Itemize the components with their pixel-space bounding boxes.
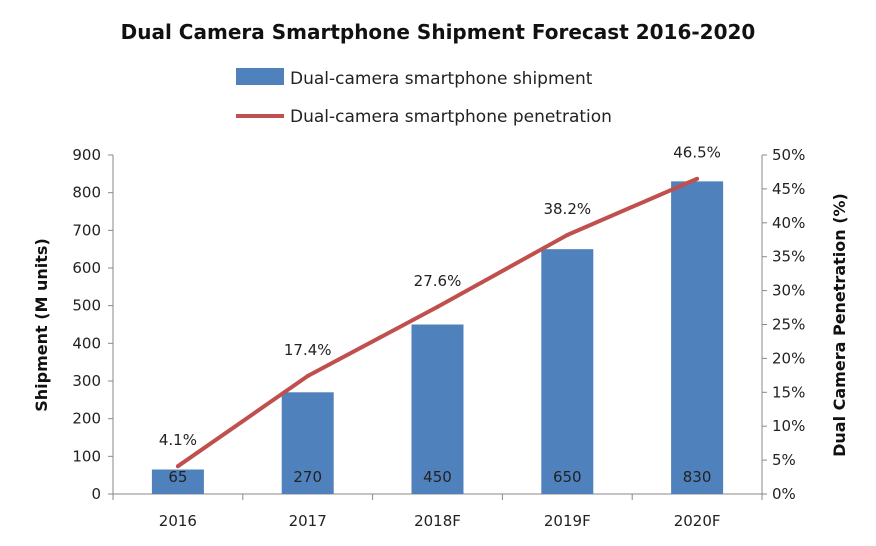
- x-tick-label: 2018F: [414, 512, 461, 530]
- y-tick-label-left: 0: [91, 485, 101, 503]
- y-tick-label-left: 900: [72, 146, 101, 164]
- y-tick-label-left: 800: [72, 184, 101, 202]
- line-data-label: 4.1%: [159, 431, 197, 449]
- y-tick-label-right: 10%: [772, 417, 805, 435]
- y-tick-label-right: 25%: [772, 316, 805, 334]
- right-ticks: 0% 5% 10% 15% 20% 25% 30% 35% 40% 45% 50%: [762, 146, 805, 503]
- y-tick-label-left: 500: [72, 297, 101, 315]
- y-tick-label-right: 15%: [772, 383, 805, 401]
- legend-label-penetration: Dual-camera smartphone penetration: [290, 107, 612, 127]
- y-tick-label-left: 400: [72, 334, 101, 352]
- legend-bar-swatch: [236, 68, 284, 85]
- bar-data-label: 450: [423, 468, 452, 486]
- line-data-label: 17.4%: [284, 341, 332, 359]
- y-tick-label-left: 100: [72, 447, 101, 465]
- x-tick-label: 2017: [289, 512, 327, 530]
- x-tick-label: 2016: [159, 512, 197, 530]
- y-tick-label-right: 40%: [772, 214, 805, 232]
- line-data-label: 46.5%: [673, 144, 721, 162]
- y-tick-label-left: 300: [72, 372, 101, 390]
- y-tick-label-right: 5%: [772, 451, 796, 469]
- line-point: [175, 464, 180, 469]
- bar: [541, 249, 594, 494]
- line-point: [435, 304, 440, 309]
- x-tick-label: 2020F: [674, 512, 721, 530]
- y-axis-title-left: Shipment (M units): [32, 238, 51, 412]
- y-tick-label-right: 0%: [772, 485, 796, 503]
- y-tick-label-left: 600: [72, 259, 101, 277]
- y-tick-label-right: 45%: [772, 180, 805, 198]
- y-tick-label-right: 35%: [772, 248, 805, 266]
- bar: [671, 181, 724, 494]
- bars: 65 270 450 650 830: [151, 181, 724, 494]
- x-tick-label: 2019F: [544, 512, 591, 530]
- y-tick-label-right: 50%: [772, 146, 805, 164]
- chart-title: Dual Camera Smartphone Shipment Forecast…: [121, 20, 756, 44]
- bar-data-label: 65: [168, 468, 187, 486]
- x-ticks: 2016 2017 2018F 2019F 2020F: [112, 494, 763, 530]
- bar: [281, 392, 334, 494]
- y-axis-title-right: Dual Camera Penetration (%): [830, 193, 849, 457]
- line-point: [565, 233, 570, 238]
- bar: [411, 324, 464, 494]
- y-tick-label-left: 700: [72, 221, 101, 239]
- bar-data-label: 650: [553, 468, 582, 486]
- line-point: [305, 374, 310, 379]
- bar-data-label: 830: [683, 468, 712, 486]
- bar: [151, 469, 204, 494]
- bar-data-label: 270: [293, 468, 322, 486]
- left-ticks: 0 100 200 300 400 500 600 700 800 900: [72, 146, 113, 503]
- line-point: [695, 176, 700, 181]
- y-tick-label-right: 30%: [772, 282, 805, 300]
- legend-label-shipment: Dual-camera smartphone shipment: [290, 69, 593, 89]
- legend: Dual-camera smartphone shipment Dual-cam…: [236, 68, 612, 127]
- y-tick-label-left: 200: [72, 410, 101, 428]
- y-tick-label-right: 20%: [772, 349, 805, 367]
- line-data-label: 38.2%: [543, 200, 591, 218]
- line-data-label: 27.6%: [414, 272, 462, 290]
- line-series: 4.1% 17.4% 27.6% 38.2% 46.5%: [159, 144, 721, 469]
